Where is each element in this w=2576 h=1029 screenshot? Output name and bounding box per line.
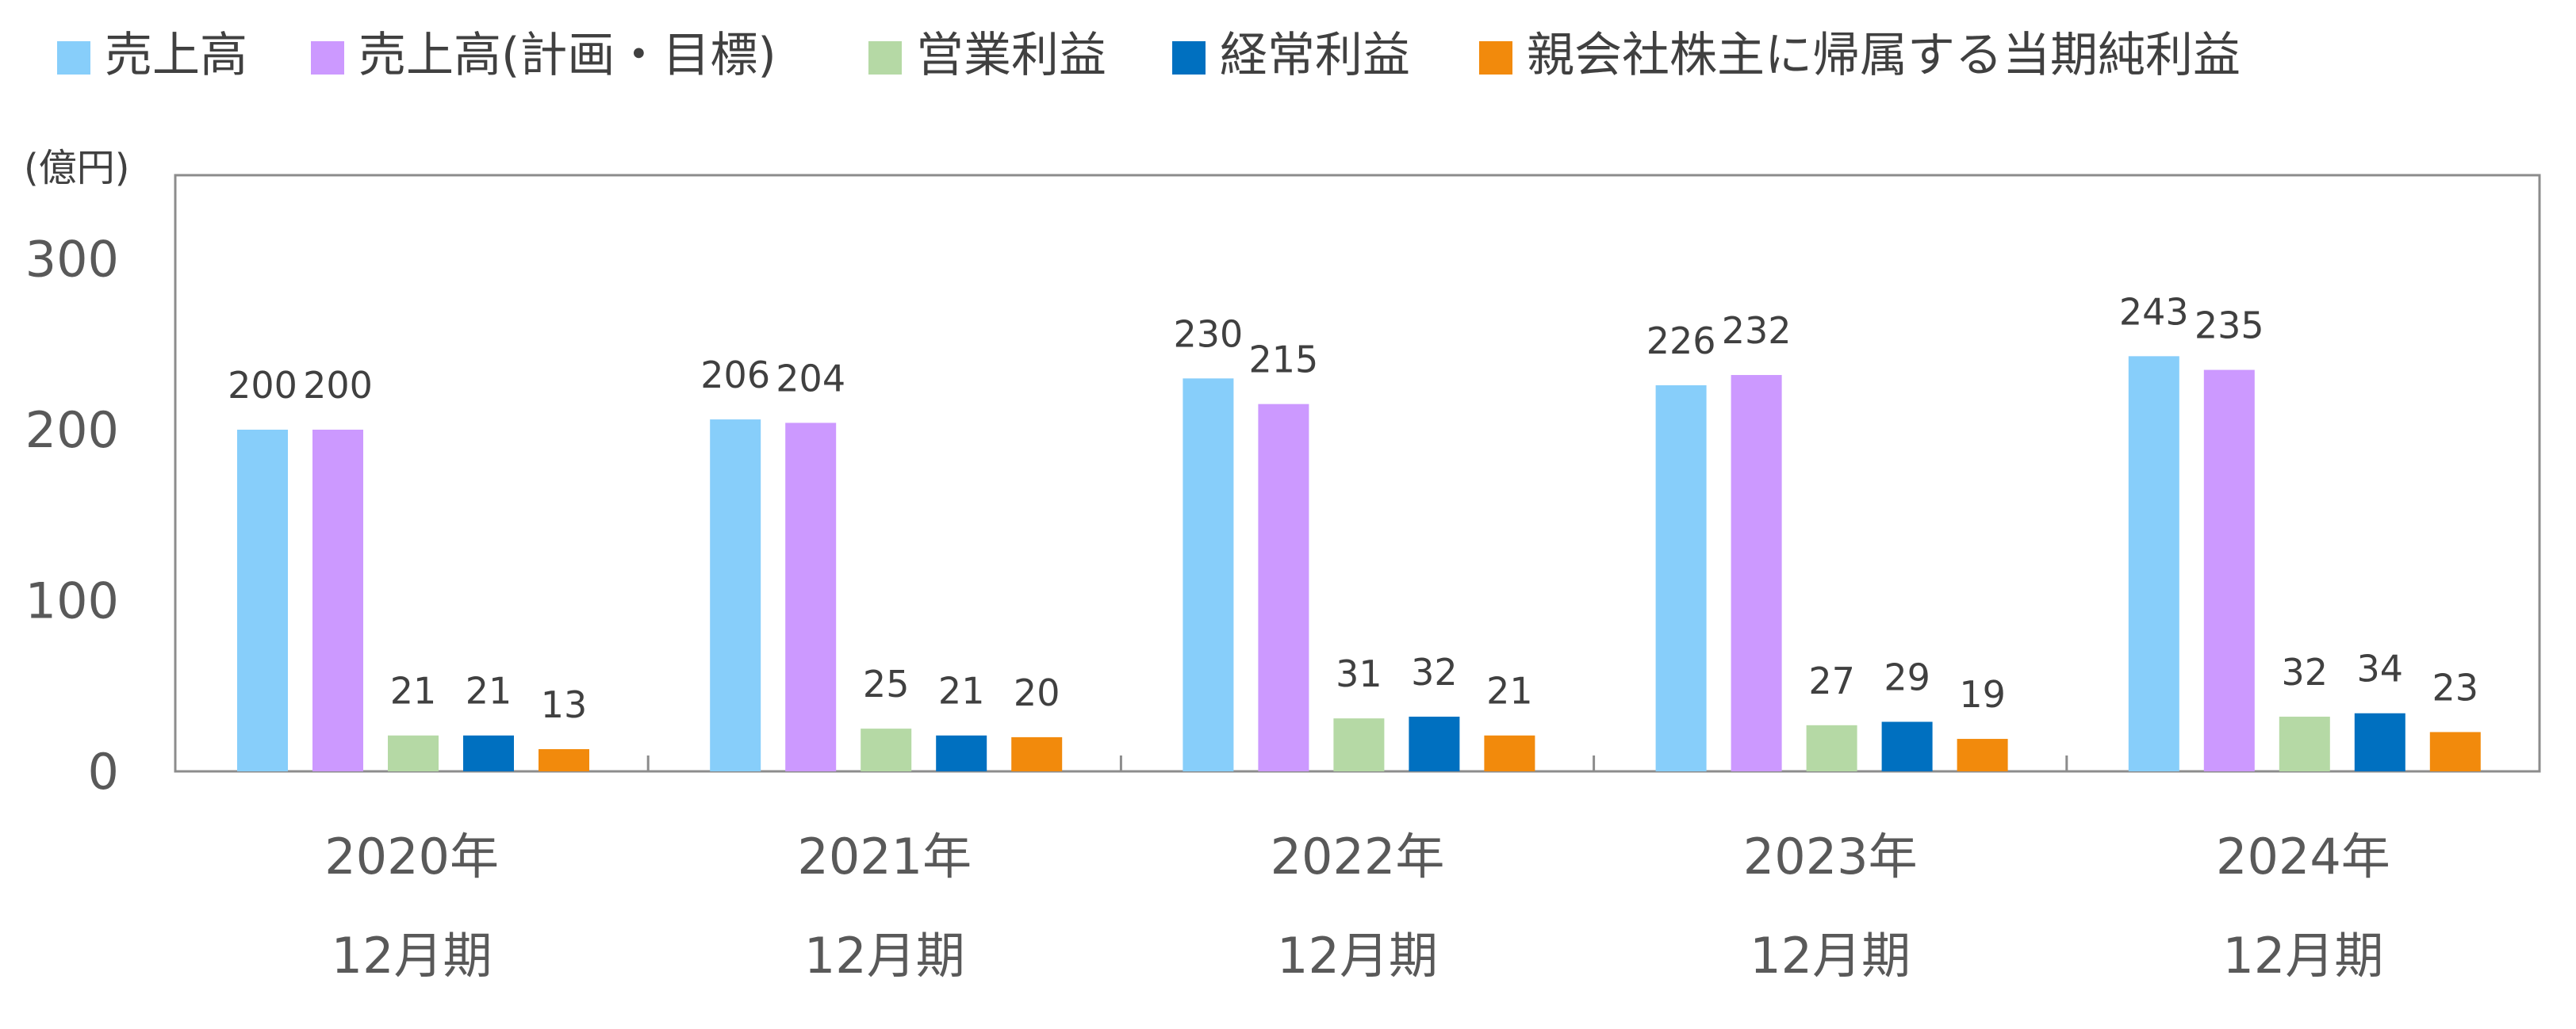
y-tick-label: 200 — [25, 401, 119, 459]
data-label: 34 — [2357, 648, 2404, 690]
data-label: 200 — [303, 364, 373, 407]
legend-label: 経常利益 — [1220, 28, 1410, 83]
category-label-period: 12月期 — [804, 927, 965, 985]
y-axis-unit-label: (億円) — [24, 146, 129, 190]
category-label-period: 12月期 — [1277, 927, 1438, 985]
bar — [1409, 717, 1460, 771]
bar — [2128, 356, 2179, 772]
bar — [710, 419, 761, 771]
category-label-year: 2021年 — [797, 828, 972, 886]
data-label: 21 — [938, 670, 985, 713]
bar — [388, 735, 439, 771]
bar — [2354, 713, 2405, 771]
data-label: 243 — [2119, 290, 2189, 333]
category-label-year: 2022年 — [1271, 828, 1445, 886]
category-labels: 2020年 12月期 2021年 12月期 2022年 12月期 2023年 12月期 2024… — [324, 828, 2390, 985]
data-label: 27 — [1808, 660, 1855, 702]
y-tick-label: 300 — [25, 231, 119, 289]
legend-item: 経常利益 — [1172, 28, 1410, 83]
data-label: 232 — [1722, 309, 1792, 352]
data-label: 226 — [1646, 319, 1716, 362]
bar — [2429, 732, 2481, 771]
data-label: 200 — [228, 364, 297, 407]
bar — [1258, 404, 1309, 771]
legend-label: 営業利益 — [916, 28, 1106, 83]
legend-item: 売上高 — [57, 28, 247, 83]
y-tick-label: 100 — [25, 572, 119, 630]
legend-swatch — [57, 41, 90, 75]
category-label-period: 12月期 — [332, 927, 493, 985]
bars — [237, 356, 2481, 772]
bar — [1957, 739, 2008, 771]
bar — [1881, 721, 1933, 771]
bar — [785, 423, 837, 771]
bar — [936, 735, 987, 771]
data-label: 19 — [1959, 673, 2006, 716]
legend-label: 親会社株主に帰属する当期純利益 — [1527, 28, 2241, 83]
category-label-year: 2024年 — [2216, 828, 2390, 886]
legend-swatch — [868, 41, 902, 75]
bar — [463, 735, 514, 771]
y-axis-ticks: 0 100 200 300 — [25, 231, 119, 801]
data-label: 20 — [1014, 671, 1060, 714]
bar — [237, 430, 288, 771]
category-label-year: 2023年 — [1743, 828, 1918, 886]
bar — [1484, 735, 1535, 771]
legend-swatch — [1479, 41, 1512, 75]
data-label: 21 — [466, 670, 512, 713]
data-label: 230 — [1173, 312, 1243, 355]
y-tick-label: 0 — [88, 743, 119, 801]
data-label: 32 — [1411, 651, 1458, 694]
data-label: 23 — [2432, 666, 2479, 709]
bar — [861, 729, 912, 771]
category-label-period: 12月期 — [2222, 927, 2383, 985]
data-label: 13 — [541, 683, 588, 726]
category-label-year: 2020年 — [324, 828, 499, 886]
bar — [2203, 369, 2255, 771]
data-label: 31 — [1336, 652, 1382, 695]
bar — [1183, 378, 1234, 771]
bar — [1011, 736, 1063, 771]
category-label-period: 12月期 — [1750, 927, 1911, 985]
bar — [2279, 717, 2330, 771]
legend-item: 親会社株主に帰属する当期純利益 — [1479, 28, 2241, 83]
legend: 売上高 売上高(計画・目標) 営業利益 経常利益 親会社株主に帰属する当期純利益 — [57, 28, 2241, 83]
legend-swatch — [311, 41, 344, 75]
bar — [1333, 718, 1385, 771]
bar — [312, 430, 363, 771]
legend-item: 営業利益 — [868, 28, 1106, 83]
data-labels: 200 206 230 226 243 200 204 215 232 235 21 25 31 27 32… — [228, 290, 2478, 726]
data-label: 215 — [1248, 339, 1318, 381]
legend-label: 売上高(計画・目標) — [358, 28, 776, 83]
data-label: 29 — [1884, 656, 1930, 699]
data-label: 32 — [2282, 651, 2329, 694]
bar — [539, 748, 589, 771]
data-label: 204 — [776, 357, 845, 400]
data-label: 21 — [1486, 670, 1533, 713]
bar — [1806, 725, 1857, 771]
bar — [1655, 384, 1707, 771]
data-label: 21 — [390, 670, 437, 713]
legend-item: 売上高(計画・目標) — [311, 28, 776, 83]
bar — [1731, 375, 1782, 771]
data-label: 235 — [2195, 304, 2264, 347]
legend-label: 売上高 — [105, 28, 247, 83]
data-label: 206 — [700, 354, 770, 396]
data-label: 25 — [863, 663, 910, 706]
legend-swatch — [1172, 41, 1206, 75]
